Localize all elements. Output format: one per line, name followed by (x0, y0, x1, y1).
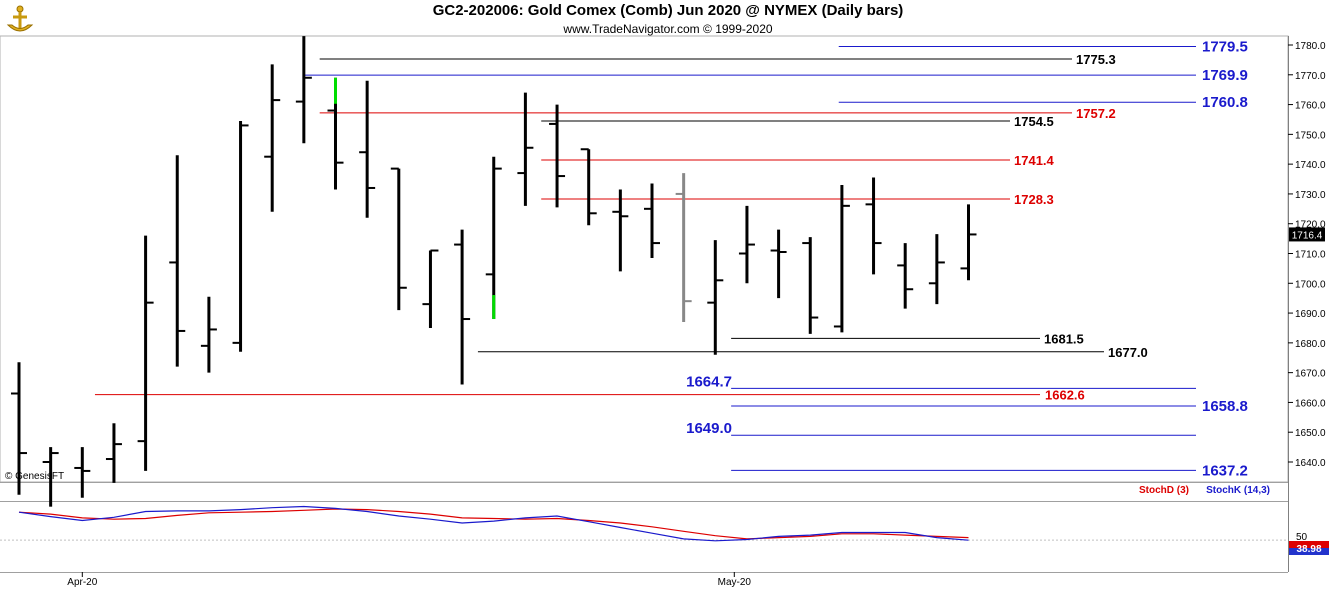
y-tick-label: 1750.0 (1295, 130, 1326, 141)
last-price-label: 1716.4 (1292, 230, 1323, 241)
level-label: 1658.8 (1202, 398, 1248, 415)
ohlc-bar (422, 249, 439, 328)
level-label: 1779.5 (1202, 38, 1248, 55)
x-axis: Apr-20 May-20 (67, 572, 751, 588)
price-bars (11, 36, 977, 507)
level-label: 1775.3 (1076, 52, 1116, 67)
y-tick-label: 1730.0 (1295, 190, 1326, 201)
ohlc-bar (42, 447, 59, 507)
ohlc-bar (738, 205, 755, 284)
level-label: 1664.7 (686, 373, 732, 390)
app-logo-icon (6, 5, 34, 32)
stochd-line (18, 508, 969, 540)
level-label: 1754.5 (1014, 114, 1054, 129)
x-tick-label: Apr-20 (67, 577, 97, 588)
y-tick-label: 1650.0 (1295, 428, 1326, 439)
y-tick-label: 1740.0 (1295, 160, 1326, 171)
ohlc-bar (11, 362, 27, 495)
indicator-legend-strip (0, 483, 1288, 501)
ohlc-bar (865, 177, 882, 275)
y-tick-label: 1720.0 (1295, 220, 1326, 231)
stochk-legend-label: StochK (14,3) (1206, 485, 1270, 496)
y-tick-label: 1780.0 (1295, 41, 1326, 52)
stochastic-panel (0, 502, 1288, 572)
price-levels: 1779.5 1775.3 1769.9 1760.8 1757.2 1754.5 1741… (94, 38, 1248, 479)
ohlc-bar (200, 296, 217, 373)
ohlc-bar (169, 155, 186, 367)
y-tick-label: 1710.0 (1295, 250, 1326, 261)
y-tick-label: 1700.0 (1295, 279, 1326, 290)
level-label: 1741.4 (1014, 153, 1055, 168)
stochk-line (18, 505, 969, 542)
y-tick-label: 1660.0 (1295, 398, 1326, 409)
ohlc-bar (549, 104, 566, 208)
y-tick-label: 1670.0 (1295, 369, 1326, 380)
ohlc-bar (295, 36, 312, 144)
stochastic-lines (0, 505, 1288, 542)
ohlc-bar (359, 80, 376, 218)
copyright-label: © GenesisFT (5, 471, 64, 482)
ohlc-bar (517, 92, 534, 206)
level-label: 1677.0 (1108, 345, 1148, 360)
level-label: 1649.0 (686, 420, 732, 437)
ohlc-bar (897, 243, 914, 309)
ohlc-bar (928, 234, 945, 305)
y-axis: 1640.0 1650.0 1660.0 1670.0 1680.0 1690.0 1700… (1288, 41, 1326, 469)
price-panel (0, 35, 1289, 483)
level-label: 1757.2 (1076, 106, 1116, 121)
ohlc-bar (137, 235, 154, 471)
x-tick-label: May-20 (718, 577, 752, 588)
stoch-last-value-label: 38.98 (1296, 544, 1321, 555)
y-tick-label: 1640.0 (1295, 458, 1326, 469)
last-price-badge (1289, 227, 1325, 242)
ohlc-bar (675, 173, 692, 323)
level-label: 1662.6 (1045, 388, 1085, 403)
level-label: 1769.9 (1202, 67, 1248, 84)
level-label: 1728.3 (1014, 192, 1054, 207)
ohlc-bar (802, 237, 819, 334)
y-tick-label: 1680.0 (1295, 339, 1326, 350)
ohlc-bar (232, 120, 249, 352)
ohlc-bar (960, 204, 977, 281)
y-tick-label: 1690.0 (1295, 309, 1326, 320)
ohlc-bar (485, 156, 502, 320)
ohlc-bar (770, 229, 787, 299)
ohlc-bar (833, 184, 850, 333)
stochd-legend-label: StochD (3) (1139, 485, 1189, 496)
level-label: 1760.8 (1202, 94, 1248, 111)
level-label: 1681.5 (1044, 331, 1084, 346)
ohlc-bar (454, 229, 471, 385)
level-label: 1637.2 (1202, 462, 1248, 479)
ohlc-bar (580, 148, 597, 226)
chart-title: GC2-202006: Gold Comex (Comb) Jun 2020 @… (432, 2, 904, 19)
chart-subtitle: www.TradeNavigator.com © 1999-2020 (563, 22, 773, 36)
y-tick-label: 1760.0 (1295, 101, 1326, 112)
ohlc-bar (74, 447, 91, 498)
y-tick-label: 1770.0 (1295, 71, 1326, 82)
ohlc-bar (105, 423, 122, 483)
stoch-level-50-label: 50 (1296, 532, 1308, 543)
ohlc-bar (644, 183, 660, 258)
ohlc-bar (390, 167, 407, 311)
ohlc-bar (327, 77, 344, 190)
ohlc-bar (612, 189, 629, 272)
ohlc-bar (707, 240, 724, 355)
ohlc-bar (264, 64, 281, 212)
